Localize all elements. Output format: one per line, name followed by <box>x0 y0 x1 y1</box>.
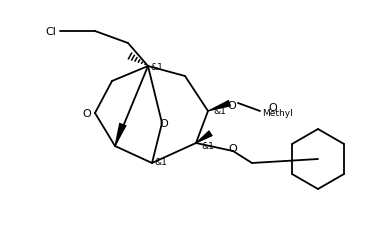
Text: Methyl: Methyl <box>262 109 293 118</box>
Text: O: O <box>227 100 236 110</box>
Text: O: O <box>160 119 168 128</box>
Text: O: O <box>268 103 277 112</box>
Polygon shape <box>196 131 213 144</box>
Polygon shape <box>115 123 127 146</box>
Text: O: O <box>229 143 238 153</box>
Text: &1: &1 <box>213 106 226 116</box>
Text: O: O <box>82 109 91 119</box>
Text: &1: &1 <box>201 141 214 150</box>
Polygon shape <box>208 100 231 112</box>
Text: Cl: Cl <box>45 27 56 37</box>
Text: &1: &1 <box>150 63 163 72</box>
Text: &1: &1 <box>154 157 167 166</box>
